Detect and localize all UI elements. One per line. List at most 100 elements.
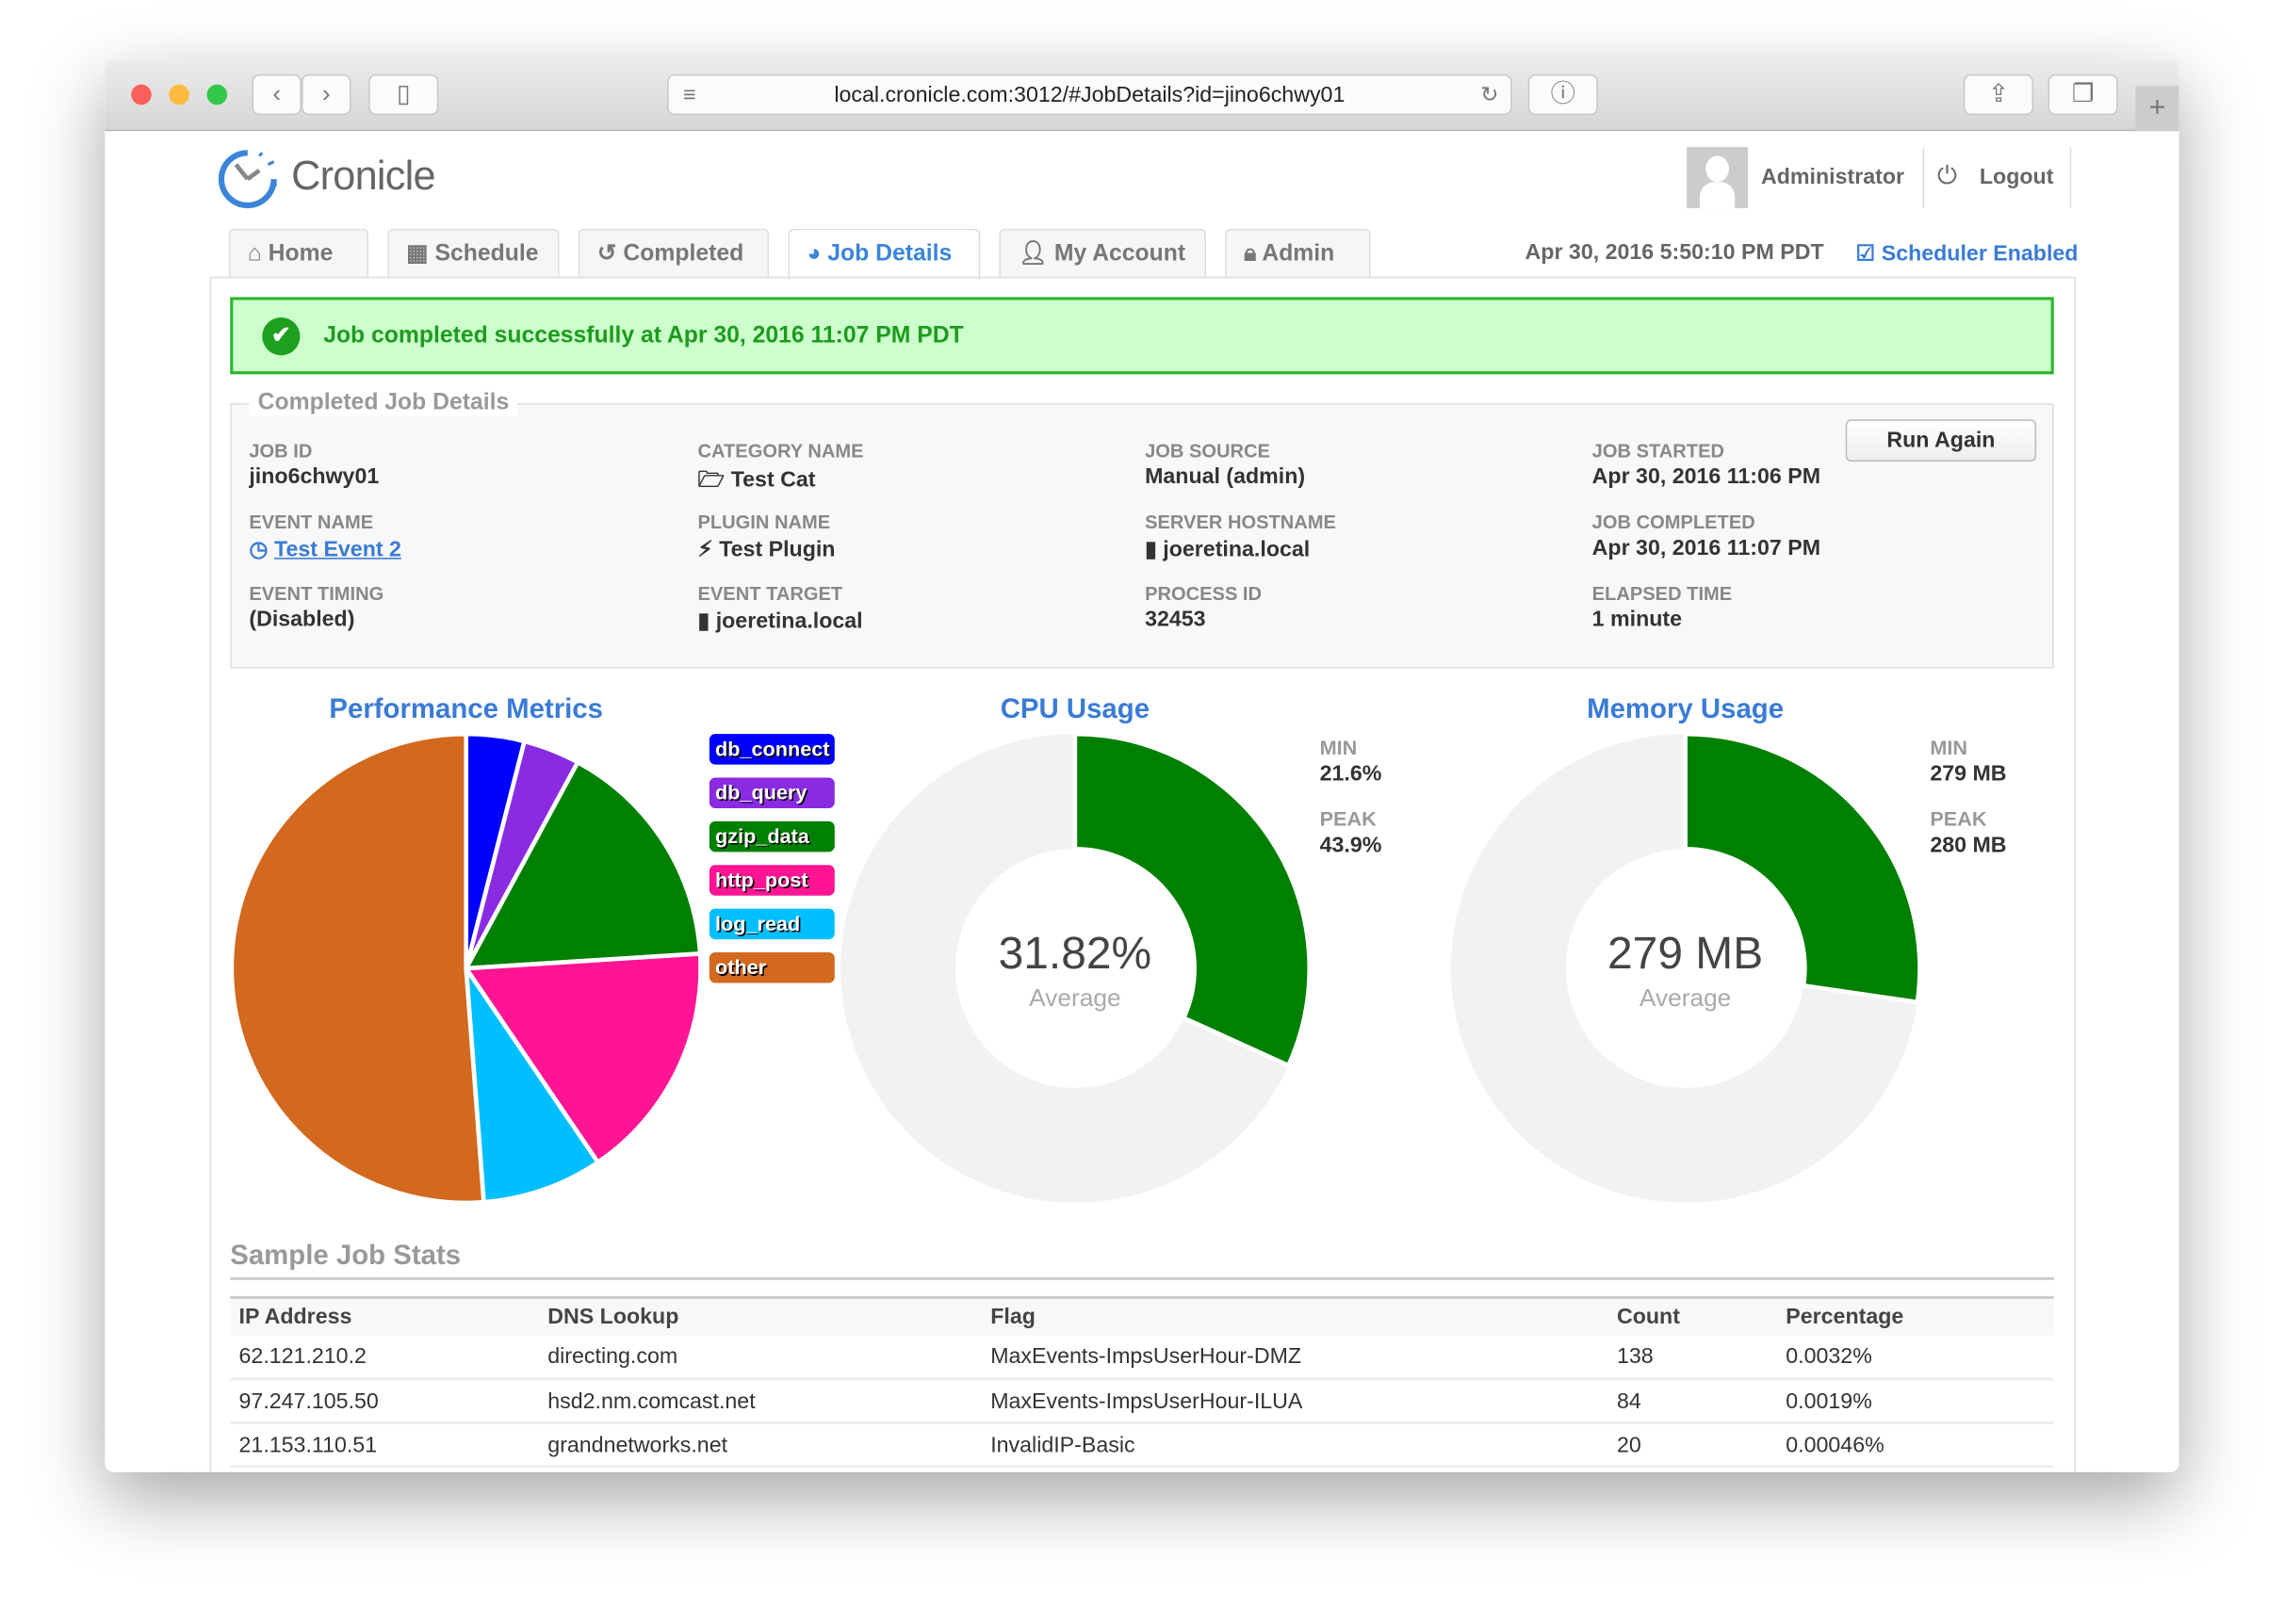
memory-peak-label: PEAK [1930, 806, 1987, 831]
url-text: local.cronicle.com:3012/#JobDetails?id=j… [834, 83, 1346, 108]
tab-home[interactable]: ⌂ Home [228, 228, 369, 279]
cpu-peak-value: 43.9% [1319, 833, 1382, 858]
cpu-average-label: Average [1029, 984, 1121, 1013]
job-id-label: JOB ID [249, 439, 313, 463]
column-header[interactable]: Count [1607, 1295, 1777, 1336]
job-started-label: JOB STARTED [1591, 439, 1724, 463]
table-cell: 21.153.110.51 [230, 1422, 539, 1469]
share-icon[interactable]: ⇪ [1963, 73, 2034, 116]
process-id-label: PROCESS ID [1145, 582, 1263, 605]
table-cell: MaxEvents-ImpsUserHour-ILUA [981, 1378, 1608, 1424]
column-header[interactable]: Percentage [1776, 1295, 2054, 1336]
close-window-button[interactable] [131, 84, 152, 106]
table-cell: 97.247.105.50 [230, 1378, 539, 1424]
performance-chart-title: Performance Metrics [329, 694, 603, 725]
cpu-average-value: 31.82% [998, 927, 1152, 979]
category-name-label: CATEGORY NAME [697, 439, 864, 463]
lock-icon: 🔒︎ [1244, 241, 1263, 267]
plugin-name-label: PLUGIN NAME [697, 511, 831, 533]
tab-admin[interactable]: 🔒︎ Admin [1225, 228, 1371, 279]
elapsed-time-value: 1 minute [1591, 607, 1683, 632]
event-timing-label: EVENT TIMING [249, 582, 384, 605]
table-cell: grandnetworks.net [538, 1422, 982, 1469]
tab-schedule[interactable]: ▦ Schedule [387, 228, 560, 279]
cpu-min-label: MIN [1319, 735, 1358, 759]
plug-icon: ⚡︎ [697, 537, 720, 562]
job-source-value: Manual (admin) [1145, 464, 1306, 490]
cpu-min-value: 21.6% [1319, 761, 1382, 787]
legend-item-http_post: http_post [709, 865, 835, 896]
pie-slice-gzip_data [462, 759, 703, 971]
tab-job-details[interactable]: ◕ Job Details [788, 228, 981, 280]
event-name-label: EVENT NAME [249, 511, 374, 533]
column-header[interactable]: Flag [981, 1295, 1608, 1336]
reload-icon[interactable]: ↻ [1480, 83, 1499, 108]
logout-link[interactable]: Logout [1979, 164, 2054, 189]
pie-chart-icon: ◕ [807, 241, 828, 267]
memory-min-value: 279 MB [1930, 761, 2007, 787]
new-tab-button[interactable]: + [2135, 86, 2179, 132]
event-timing-value: (Disabled) [249, 607, 355, 632]
server-icon: ▮ [697, 609, 716, 634]
column-header[interactable]: IP Address [230, 1295, 539, 1336]
content-panel [209, 276, 2076, 1472]
power-icon[interactable]: ⏻ [1937, 161, 1957, 189]
table-row: 62.121.210.2 directing.com MaxEvents-ImpsU… [230, 1335, 2054, 1381]
cpu-peak-label: PEAK [1319, 806, 1377, 831]
address-bar[interactable]: ≡ local.cronicle.com:3012/#JobDetails?id… [667, 73, 1512, 116]
job-details-fieldset: Completed Job Details Run Again JOB ID j… [230, 390, 2054, 669]
column-header[interactable]: DNS Lookup [538, 1295, 982, 1336]
event-name-value[interactable]: ◷ Test Event 2 [249, 537, 401, 562]
table-cell: 138 [1607, 1335, 1777, 1381]
scheduler-toggle[interactable]: ☑ Scheduler Enabled [1855, 241, 2079, 267]
server-hostname-value: ▮ joeretina.local [1145, 537, 1311, 562]
table-cell: 0.00046% [1776, 1422, 2054, 1469]
memory-chart-title: Memory Usage [1587, 694, 1785, 725]
history-icon: ↺ [596, 241, 624, 267]
job-completed-value: Apr 30, 2016 11:07 PM [1591, 535, 1821, 561]
checkbox-icon: ☑ [1855, 241, 1882, 267]
job-id-value: jino6chwy01 [249, 464, 380, 490]
table-cell: 84 [1607, 1378, 1777, 1424]
avatar[interactable] [1687, 147, 1749, 209]
table-cell: hsd2.nm.comcast.net [538, 1378, 982, 1424]
plugin-name-value: ⚡︎ Test Plugin [697, 537, 836, 562]
server-hostname-label: SERVER HOSTNAME [1145, 511, 1336, 533]
tabs-icon[interactable]: ❐ [2047, 73, 2118, 116]
memory-average-label: Average [1639, 984, 1732, 1013]
server-icon: ▮ [1145, 537, 1164, 562]
folder-icon: 🗁︎ [697, 467, 731, 493]
table-cell: InvalidIP-Basic [981, 1422, 1608, 1469]
legend-item-log_read: log_read [709, 908, 835, 940]
stats-table: IP Address DNS Lookup Flag Count Percentage … [230, 1295, 2054, 1469]
job-completed-label: JOB COMPLETED [1591, 511, 1755, 533]
table-cell: MaxEvents-ImpsUserHour-DMZ [981, 1335, 1608, 1381]
cpu-chart-title: CPU Usage [1000, 694, 1150, 725]
memory-average-value: 279 MB [1607, 927, 1764, 979]
pie-slice-other [229, 731, 486, 1206]
back-button[interactable]: ‹ [252, 73, 302, 116]
table-cell: 62.121.210.2 [230, 1335, 539, 1381]
pie-slice-log_read [463, 960, 601, 1205]
table-cell: 0.0019% [1776, 1378, 2054, 1424]
info-icon[interactable]: ⓘ [1527, 73, 1598, 116]
user-name[interactable]: Administrator [1760, 164, 1905, 189]
tab-completed[interactable]: ↺ Completed [578, 228, 770, 279]
run-again-button[interactable]: Run Again [1845, 419, 2037, 463]
table-cell: 20 [1607, 1422, 1777, 1469]
forward-button[interactable]: › [302, 73, 351, 116]
browser-window: ‹ › ▯ ≡ local.cronicle.com:3012/#JobDeta… [105, 59, 2179, 1472]
category-name-value: 🗁︎ Test Cat [697, 467, 816, 493]
check-circle-icon: ✔ [262, 317, 301, 356]
minimize-window-button[interactable] [169, 84, 189, 106]
sidebar-toggle-icon[interactable]: ▯ [368, 73, 439, 116]
zoom-window-button[interactable] [206, 84, 228, 106]
home-icon: ⌂ [247, 241, 269, 267]
table-cell: directing.com [538, 1335, 982, 1381]
tab-my-account[interactable]: 👤︎ My Account [999, 228, 1207, 279]
reader-icon[interactable]: ≡ [683, 83, 696, 108]
current-datetime: Apr 30, 2016 5:50:10 PM PDT [1525, 240, 1824, 266]
charts-canvas [229, 731, 1922, 1206]
table-cell: 0.0032% [1776, 1335, 2054, 1381]
clock-icon: ◷ [249, 537, 275, 562]
